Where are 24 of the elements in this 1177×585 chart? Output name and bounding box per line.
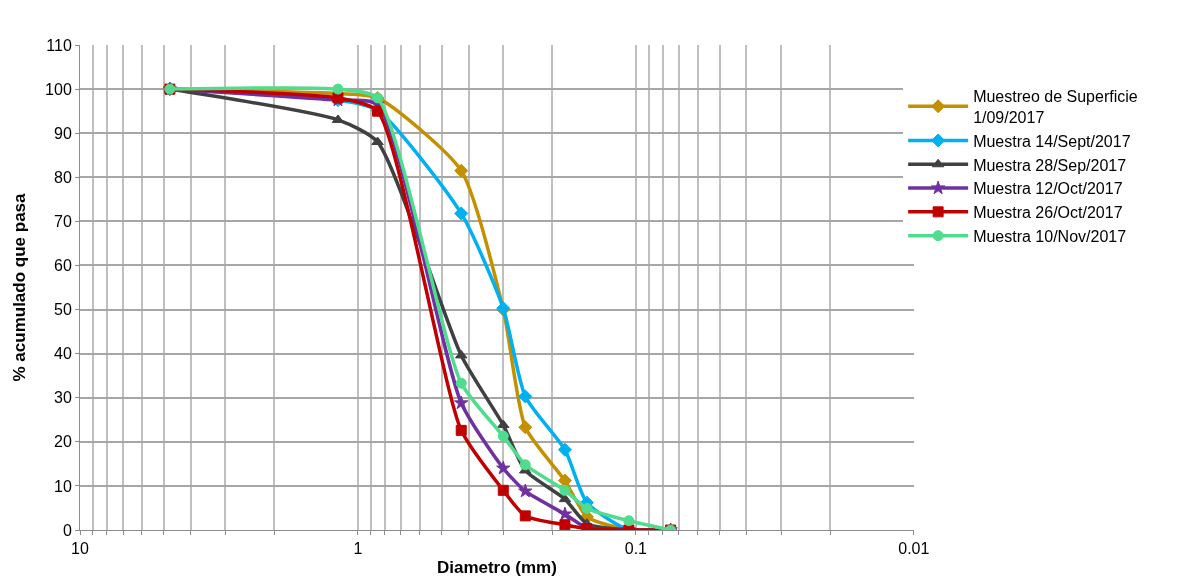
y-tick-label: 20 <box>54 433 72 451</box>
legend-label: Muestra 26/Oct/2017 <box>973 204 1123 222</box>
x-tick-label: 0.01 <box>898 540 930 558</box>
legend-label: Muestreo de Superficie 1/09/2017 <box>973 88 1138 126</box>
y-tick-label: 70 <box>54 212 72 230</box>
y-tick-label: 90 <box>54 124 72 142</box>
legend-label: Muestra 12/Oct/2017 <box>973 180 1123 198</box>
y-tick-label: 40 <box>54 345 72 363</box>
x-tick-label: 1 <box>353 540 363 558</box>
legend-label: Muestra 10/Nov/2017 <box>973 227 1127 245</box>
x-axis-title: Diametro (mm) <box>436 557 557 577</box>
y-tick-label: 100 <box>45 80 72 98</box>
y-tick-label: 110 <box>46 36 72 54</box>
y-axis-title: % acumulado que pasa <box>9 192 29 382</box>
y-tick-label: 0 <box>62 521 72 539</box>
legend-label: Muestra 14/Sept/2017 <box>973 132 1131 150</box>
y-tick-label: 80 <box>54 168 72 186</box>
y-tick-label: 50 <box>54 301 72 319</box>
x-tick-label: 0.1 <box>624 540 648 558</box>
x-tick-label: 10 <box>71 540 89 558</box>
y-tick-label: 30 <box>54 389 72 407</box>
y-tick-label: 10 <box>54 477 72 495</box>
y-tick-label: 60 <box>54 257 72 275</box>
legend-label: Muestra 28/Sep/2017 <box>973 156 1127 174</box>
